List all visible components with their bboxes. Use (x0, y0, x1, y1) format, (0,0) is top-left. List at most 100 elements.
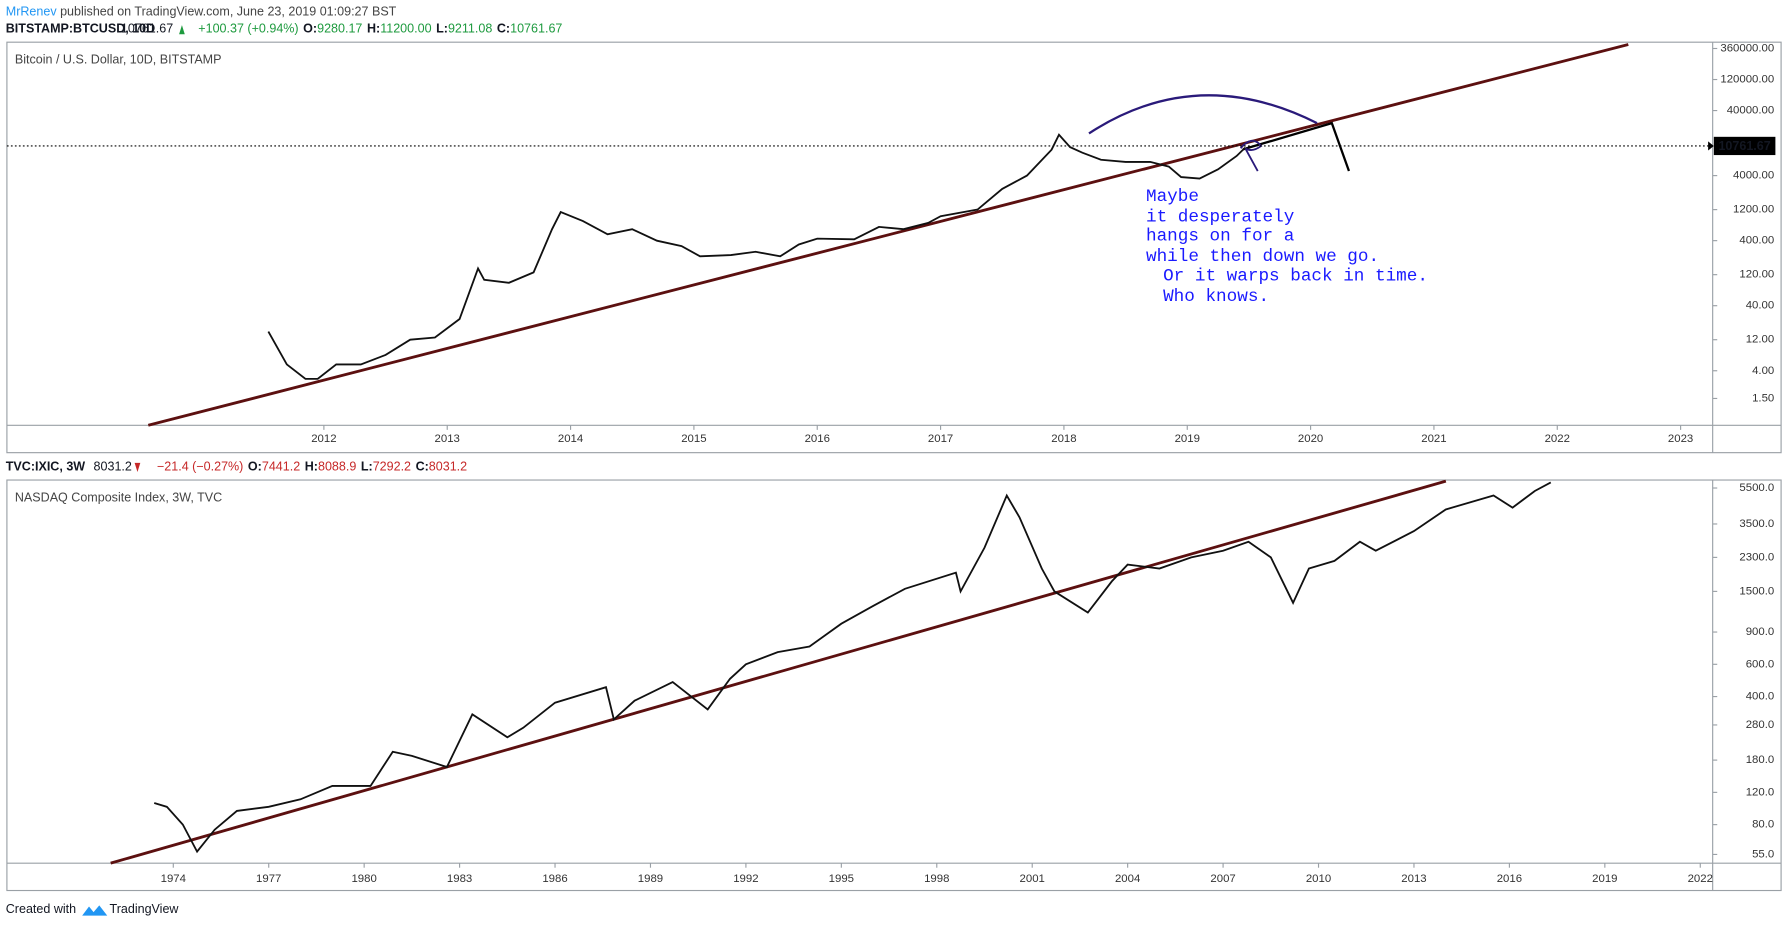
x-tick-label: 2022 (1688, 873, 1713, 885)
y-tick-label: 120.00 (1739, 269, 1774, 281)
y-tick-label: 360000.00 (1720, 43, 1774, 55)
chart-title: NASDAQ Composite Index, 3W, TVC (15, 491, 222, 505)
y-tick-label: 4.00 (1752, 365, 1774, 377)
x-tick-label: 2018 (1051, 433, 1076, 445)
y-tick-label: 400.0 (1746, 691, 1775, 703)
x-tick-label: 1974 (161, 873, 186, 885)
y-tick-label: 55.0 (1752, 848, 1774, 860)
x-tick-label: 1998 (924, 873, 949, 885)
x-tick-label: 1986 (542, 873, 567, 885)
symbol: TVC:IXIC, 3W (6, 460, 86, 474)
ohlc-label: H: (367, 22, 380, 36)
x-tick-label: 2019 (1592, 873, 1617, 885)
ohlc-label: C: (416, 460, 429, 474)
x-tick-label: 2019 (1175, 433, 1200, 445)
symbol-header: TVC:IXIC, 3W (6, 460, 86, 474)
ohlc-value: 11200.00 (380, 22, 431, 36)
ohlc-label: O: (303, 22, 317, 36)
price-label-box (1713, 136, 1776, 156)
quote-header: 10761.67 +100.37 (+0.94%) O:9280.17 H:11200… (121, 22, 562, 36)
ohlc-value: 9280.17 (317, 22, 362, 36)
price-line-series (153, 481, 1552, 854)
y-tick-label: 40000.00 (1727, 105, 1775, 117)
x-tick-label: 2014 (558, 433, 583, 445)
y-tick-label: 4000.00 (1733, 170, 1774, 182)
x-tick-label: 2020 (1298, 433, 1323, 445)
x-tick-label: 1980 (351, 873, 376, 885)
ohlc-value: 8031.2 (429, 460, 467, 474)
y-tick-label: 2300.0 (1739, 551, 1774, 563)
x-tick-label: 2001 (1020, 873, 1045, 885)
x-tick-label: 2013 (1401, 873, 1426, 885)
price-line-series (267, 133, 1246, 380)
y-tick-label: 120.0 (1746, 786, 1775, 798)
x-tick-label: 2023 (1668, 433, 1693, 445)
last: 10761.67 (121, 22, 173, 36)
publish-line: MrRenev published on TradingView.com, Ju… (6, 5, 397, 19)
quote-header: 8031.2 −21.4 (−0.27%) O:7441.2 H:8088.9 L:72… (94, 460, 468, 474)
x-tick-label: 2004 (1115, 873, 1140, 885)
annotation-line: while then down we go. (1146, 247, 1379, 267)
annotation-line: Maybe (1146, 187, 1199, 207)
projection-line (1242, 121, 1351, 172)
up-arrow (179, 25, 185, 35)
annotation-line: hangs on for a (1146, 227, 1294, 247)
annotation-line: Who knows. (1163, 287, 1269, 307)
annotation-line: it desperately (1146, 207, 1295, 227)
y-tick-label: 40.00 (1746, 300, 1775, 312)
ohlc-value: 7441.2 (262, 460, 300, 474)
y-tick-label: 3500.0 (1739, 518, 1774, 530)
change: +100.37 (+0.94%) (198, 22, 298, 36)
x-tick-label: 2022 (1545, 433, 1570, 445)
x-tick-label: 2016 (805, 433, 830, 445)
trend-line (147, 43, 1629, 427)
ohlc-label: O: (248, 460, 262, 474)
tv-logo (82, 905, 108, 916)
y-tick-label: 12.00 (1746, 334, 1775, 346)
x-tick-label: 2007 (1210, 873, 1235, 885)
x-tick-label: 1977 (256, 873, 281, 885)
x-tick-label: 2013 (435, 433, 460, 445)
y-tick-label: 1200.00 (1733, 204, 1774, 216)
ohlc-value: 7292.2 (373, 460, 411, 474)
x-tick-label: 1989 (638, 873, 663, 885)
x-tick-label: 2021 (1421, 433, 1446, 445)
ohlc-label: L: (436, 22, 448, 36)
ohlc-value: 10761.67 (510, 22, 562, 36)
published: published on TradingView.com, June 23, 2… (57, 5, 397, 19)
y-tick-label: 1.50 (1752, 392, 1774, 404)
annotation-line: Or it warps back in time. (1163, 267, 1428, 287)
x-tick-label: 2016 (1497, 873, 1522, 885)
x-tick-label: 1983 (447, 873, 472, 885)
symbol: BITSTAMP:BTCUSD, 10D (6, 22, 155, 36)
ohlc-label: C: (497, 22, 510, 36)
y-tick-label: 180.0 (1746, 754, 1775, 766)
trend-line (110, 479, 1447, 865)
price-label-arrow (1708, 141, 1714, 151)
created-with: Created with (6, 902, 76, 916)
author[interactable]: MrRenev (6, 5, 58, 19)
y-tick-label: 600.0 (1746, 658, 1775, 670)
ohlc-label: H: (305, 460, 318, 474)
x-tick-label: 2015 (681, 433, 706, 445)
x-tick-label: 1992 (733, 873, 758, 885)
ohlc-value: 9211.08 (448, 22, 492, 36)
last: 8031.2 (94, 460, 132, 474)
x-tick-label: 1995 (829, 873, 854, 885)
ohlc-label: L: (361, 460, 373, 474)
brand: TradingView (110, 902, 180, 916)
y-tick-label: 280.0 (1746, 719, 1775, 731)
price-label: 10761.67 (1718, 139, 1770, 153)
y-tick-label: 80.0 (1752, 819, 1774, 831)
y-tick-label: 5500.0 (1739, 482, 1774, 494)
down-arrow (134, 462, 141, 473)
y-tick-label: 1500.0 (1739, 585, 1774, 597)
y-tick-label: 400.00 (1739, 235, 1774, 247)
footer: Created with (6, 902, 76, 916)
change: −21.4 (−0.27%) (157, 460, 243, 474)
x-tick-label: 2010 (1306, 873, 1331, 885)
y-tick-label: 900.0 (1746, 626, 1775, 638)
x-tick-label: 2017 (928, 433, 953, 445)
